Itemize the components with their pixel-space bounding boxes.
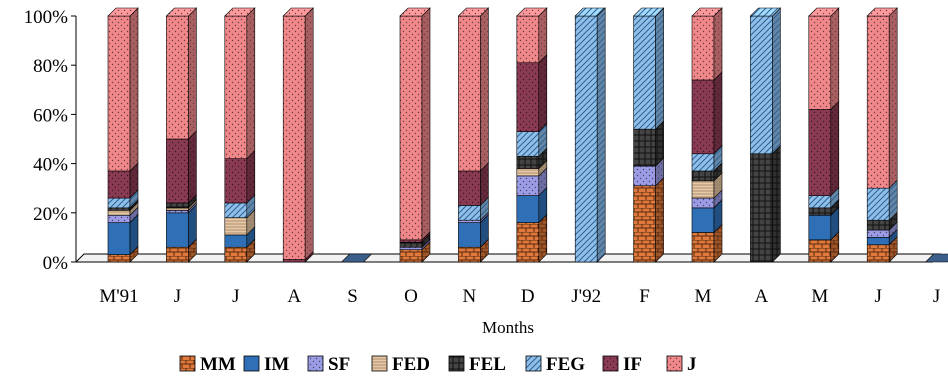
x-category-label: A	[287, 286, 301, 307]
bar-segment-if-10	[691, 71, 723, 155]
legend-label: SF	[328, 354, 350, 375]
legend-label: FED	[392, 354, 430, 375]
bar-segment-if-1	[166, 130, 197, 204]
legend-item-mm: MM	[179, 354, 236, 375]
x-category-label: J	[933, 286, 940, 307]
x-category-label: F	[639, 286, 650, 307]
y-tick-label: 40%	[33, 155, 68, 176]
x-category-label: M	[811, 286, 828, 307]
legend-swatch	[448, 355, 465, 372]
bar-segment-j-0	[107, 7, 139, 172]
bar-segment-feg-2	[224, 194, 256, 219]
legend-item-im: IM	[243, 354, 289, 375]
x-category-label: M	[695, 286, 712, 307]
bar-empty-14	[924, 253, 948, 263]
bar-segment-fed-10	[691, 172, 723, 199]
bar-segment-feg-12	[808, 186, 840, 209]
bar-segment-feg-8	[574, 7, 606, 263]
y-tick-label: 80%	[33, 56, 68, 77]
legend-label: IF	[623, 354, 642, 375]
x-category-label: A	[755, 286, 769, 307]
bar-segment-mm-10	[691, 223, 723, 263]
legend-item-fed: FED	[371, 354, 430, 375]
y-tick-label: 0%	[43, 253, 69, 274]
x-category-label: J	[874, 286, 881, 307]
legend-swatch	[307, 355, 324, 372]
bar-segment-if-12	[808, 100, 840, 197]
bar-segment-im-10	[691, 199, 723, 234]
y-tick-label: 100%	[24, 7, 69, 28]
bar-segment-j-1	[165, 7, 198, 140]
legend-item-feg: FEG	[525, 354, 585, 375]
legend-swatch	[371, 355, 388, 372]
x-category-label: J'92	[571, 286, 601, 307]
x-category-label: J	[174, 286, 181, 307]
x-category-label: N	[463, 286, 477, 307]
bar-segment-im-6	[458, 213, 489, 248]
bar-segment-j-13	[866, 7, 898, 189]
bar-segment-if-0	[107, 162, 139, 199]
legend-swatch	[602, 355, 619, 372]
legend-item-j: J	[666, 354, 697, 375]
bar-segment-im-1	[166, 204, 197, 248]
bar-segment-feg-13	[866, 179, 898, 221]
legend-label: FEL	[469, 354, 506, 375]
bar-segment-feg-11	[749, 7, 782, 155]
legend-swatch	[243, 355, 260, 372]
y-tick-label: 60%	[33, 105, 68, 126]
bar-segment-mm-6	[458, 238, 489, 263]
bar-segment-j-7	[516, 7, 548, 64]
bar-segment-j-2	[224, 7, 256, 160]
bar-segment-im-12	[808, 206, 840, 241]
legend-swatch	[179, 355, 196, 372]
x-category-label: O	[404, 286, 418, 307]
legend-item-sf: SF	[307, 354, 350, 375]
x-category-label: J	[232, 286, 239, 307]
bar-segment-sf-7	[516, 167, 548, 197]
bar-segment-mm-5	[399, 240, 431, 263]
bar-segment-if-2	[224, 149, 256, 204]
legend-swatch	[666, 355, 683, 372]
legend-label: J	[687, 354, 697, 375]
legend-label: IM	[264, 354, 289, 375]
bar-segment-feg-9	[632, 7, 665, 130]
bar-segment-fel-9	[633, 120, 664, 167]
bar-segment-if-7	[516, 54, 548, 133]
legend-label: MM	[200, 354, 236, 375]
legend-item-fel: FEL	[448, 354, 506, 375]
legend-label: FEG	[546, 354, 585, 375]
bar-segment-mm-9	[633, 177, 664, 263]
x-category-label: S	[347, 286, 358, 307]
y-tick-label: 20%	[33, 204, 68, 225]
bar-segment-j-12	[808, 7, 840, 111]
x-category-label: M'91	[99, 286, 138, 307]
legend-item-if: IF	[602, 354, 642, 375]
legend-swatch	[525, 355, 542, 372]
bar-segment-j-3	[282, 7, 314, 261]
bar-segment-fed-2	[224, 208, 256, 236]
x-axis-title: Months	[482, 318, 534, 337]
bar-segment-fel-11	[750, 145, 781, 263]
bar-segment-j-10	[691, 7, 723, 81]
bar-segment-im-7	[516, 186, 548, 224]
bar-empty-4	[340, 253, 373, 263]
x-category-label: D	[521, 286, 535, 307]
bar-segment-j-6	[457, 7, 490, 172]
bar-segment-j-5	[399, 7, 431, 241]
